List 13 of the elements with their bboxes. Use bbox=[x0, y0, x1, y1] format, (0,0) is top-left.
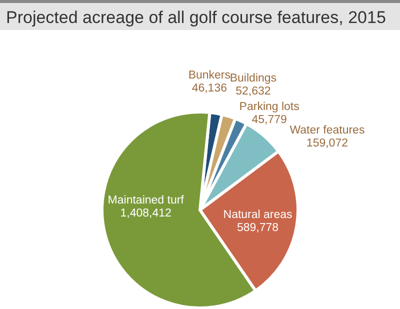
slice-label: Parking lots bbox=[239, 101, 300, 114]
data-label: 52,632 bbox=[236, 85, 271, 98]
slice-label: Water features bbox=[290, 124, 365, 137]
data-label: 46,136 bbox=[192, 82, 228, 94]
data-label: 159,072 bbox=[306, 138, 348, 150]
data-label: 1,408,412 bbox=[120, 207, 172, 220]
slice-label: Bunkers bbox=[188, 69, 231, 82]
data-label: 589,778 bbox=[236, 222, 279, 234]
chart-title: Projected acreage of all golf course features, 2015 bbox=[0, 0, 400, 30]
slice-label: Buildings bbox=[230, 72, 277, 84]
data-label: 45,779 bbox=[252, 114, 287, 126]
slice-label: Natural areas bbox=[223, 209, 293, 222]
slice-label: Maintained turf bbox=[108, 194, 185, 206]
